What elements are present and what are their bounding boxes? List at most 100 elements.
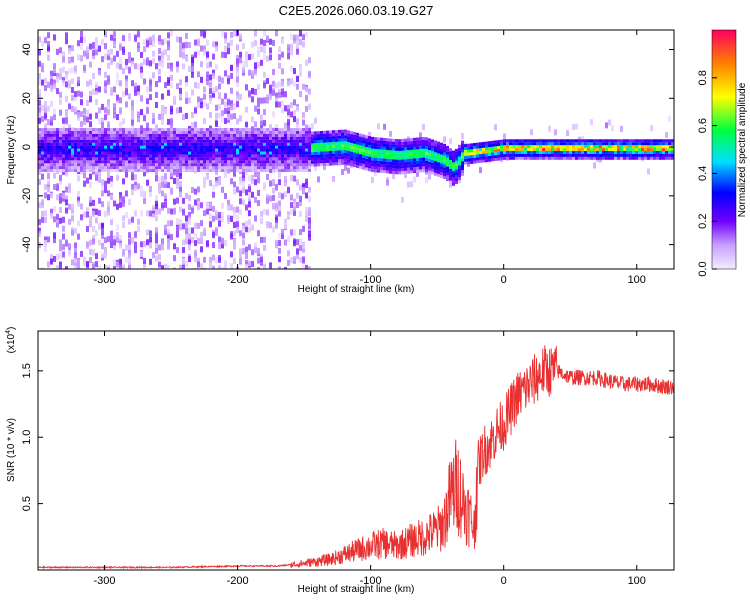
- spectrogram-cell: [161, 163, 164, 167]
- spectrogram-cell: [101, 154, 104, 158]
- spectrogram-ytick-label: -20: [21, 188, 33, 204]
- spectrogram-cell: [647, 139, 650, 143]
- spectrogram-cell: [206, 151, 209, 155]
- spectrogram-cell: [41, 136, 44, 140]
- spectrogram-cell: [461, 155, 464, 159]
- spectrogram-cell: [245, 204, 248, 211]
- spectrogram-cell: [419, 163, 422, 167]
- spectrogram-cell: [299, 200, 302, 207]
- spectrogram-cell: [56, 148, 59, 152]
- spectrogram-cell: [50, 116, 53, 123]
- spectrogram-cell: [74, 257, 77, 264]
- spectrogram-cell: [167, 264, 170, 269]
- spectrogram-cell: [113, 31, 116, 38]
- spectrogram-cell: [353, 158, 356, 162]
- spectrogram-cell: [545, 139, 548, 143]
- spectrogram-cell: [158, 68, 161, 75]
- spectrogram-cell: [80, 139, 83, 143]
- spectrogram-cell: [461, 164, 464, 168]
- spectrogram-cell: [170, 154, 173, 158]
- spectrogram-cell: [572, 145, 575, 149]
- spectrogram-cell: [92, 151, 95, 155]
- spectrogram-cell: [53, 145, 56, 149]
- spectrogram-cell: [638, 150, 641, 154]
- spectrogram-cell: [38, 136, 41, 140]
- spectrogram-cell: [428, 144, 431, 148]
- spectrogram-cell: [248, 69, 251, 76]
- spectrogram-cell: [248, 133, 251, 137]
- spectrogram-cell: [137, 225, 140, 232]
- spectrogram-cell: [533, 156, 536, 160]
- spectrogram-cell: [281, 193, 284, 200]
- spectrogram-cell: [167, 166, 170, 170]
- spectrogram-cell: [524, 150, 527, 154]
- spectrogram-cell: [77, 90, 80, 97]
- spectrogram-cell: [614, 156, 617, 160]
- spectrogram-cell: [164, 139, 167, 143]
- spectrogram-cell: [530, 148, 533, 152]
- spectrogram-cell: [614, 153, 617, 157]
- spectrogram-cell: [152, 169, 155, 173]
- spectrogram-cell: [443, 167, 446, 171]
- spectrogram-cell: [473, 157, 476, 161]
- spectrogram-cell: [572, 124, 575, 131]
- spectrogram-cell: [263, 151, 266, 155]
- spectrogram-cell: [92, 53, 95, 60]
- spectrogram-cell: [227, 48, 230, 55]
- spectrogram-cell: [239, 51, 242, 58]
- spectrogram-cell: [575, 139, 578, 143]
- spectrogram-cell: [134, 210, 137, 217]
- spectrogram-cell: [293, 256, 296, 263]
- spectrogram-cell: [65, 109, 68, 116]
- spectrogram-cell: [41, 105, 44, 112]
- spectrogram-cell: [311, 149, 314, 153]
- spectrogram-cell: [134, 82, 137, 89]
- spectrogram-cell: [296, 157, 299, 161]
- spectrogram-cell: [131, 163, 134, 167]
- spectrogram-cell: [188, 97, 191, 104]
- spectrogram-cell: [302, 112, 305, 119]
- spectrogram-cell: [194, 39, 197, 46]
- spectrogram-cell: [83, 260, 86, 267]
- spectrogram-cell: [503, 139, 506, 143]
- spectrogram-cell: [380, 137, 383, 141]
- spectrogram-cell: [620, 148, 623, 152]
- spectrogram-cell: [92, 166, 95, 170]
- spectrogram-cell: [116, 160, 119, 164]
- spectrogram-cell: [182, 154, 185, 158]
- spectrogram-cell: [197, 49, 200, 56]
- spectrogram-cell: [62, 130, 65, 134]
- spectrogram-cell: [161, 119, 164, 126]
- spectrogram-cell: [110, 136, 113, 140]
- spectrogram-cell: [293, 80, 296, 87]
- spectrogram-cell: [194, 145, 197, 149]
- spectrogram-cell: [416, 158, 419, 162]
- spectrogram-cell: [374, 140, 377, 144]
- spectrogram-cell: [125, 171, 128, 178]
- spectrogram-cell: [326, 139, 329, 143]
- spectrogram-cell: [611, 148, 614, 152]
- spectrogram-cell: [563, 145, 566, 149]
- spectrogram-cell: [332, 139, 335, 143]
- spectrogram-cell: [236, 128, 239, 132]
- spectrogram-cell: [167, 32, 170, 39]
- spectrogram-cell: [248, 226, 251, 233]
- spectrogram-cell: [101, 145, 104, 149]
- spectrogram-cell: [167, 133, 170, 137]
- spectrogram-cell: [587, 139, 590, 143]
- spectrogram-cell: [50, 83, 53, 90]
- spectrogram-cell: [272, 80, 275, 87]
- spectrogram-cell: [200, 163, 203, 167]
- spectrogram-cell: [182, 197, 185, 204]
- spectrogram-cell: [506, 150, 509, 154]
- spectrogram-cell: [215, 112, 218, 119]
- spectrogram-cell: [302, 139, 305, 143]
- spectrogram-cell: [518, 139, 521, 143]
- spectrogram-cell: [101, 190, 104, 197]
- spectrogram-cell: [71, 56, 74, 63]
- spectrogram-cell: [122, 139, 125, 143]
- spectrogram-cell: [404, 138, 407, 142]
- spectrogram-cell: [233, 163, 236, 167]
- spectrogram-cell: [530, 150, 533, 154]
- spectrogram-cell: [161, 160, 164, 164]
